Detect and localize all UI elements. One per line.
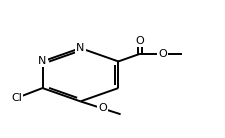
Text: N: N xyxy=(76,43,84,53)
Text: O: O xyxy=(158,49,166,59)
Text: N: N xyxy=(38,56,47,66)
Text: O: O xyxy=(135,36,144,46)
Text: O: O xyxy=(98,104,106,113)
Text: Cl: Cl xyxy=(11,93,22,103)
